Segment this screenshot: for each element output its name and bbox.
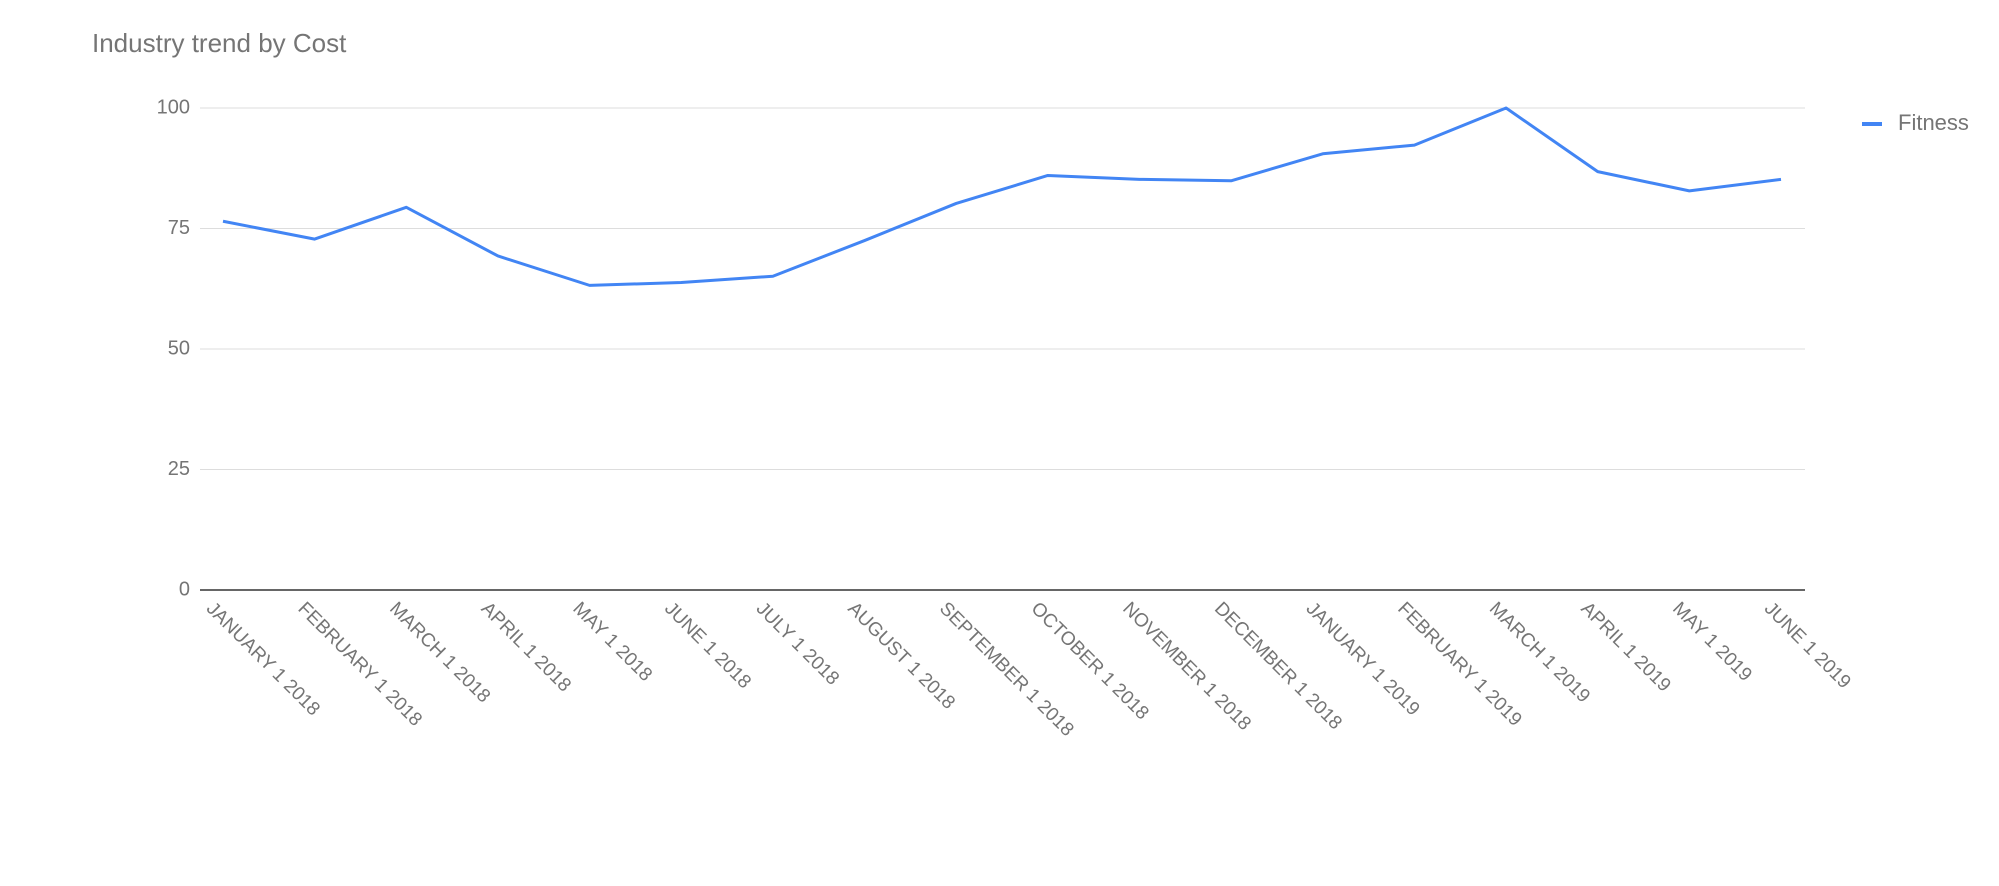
y-tick-label: 75 xyxy=(168,217,190,239)
y-tick-label: 100 xyxy=(157,96,190,118)
x-tick-label: JUNE 1 2018 xyxy=(660,598,755,693)
y-tick-label: 50 xyxy=(168,337,190,359)
x-tick-label: MAY 1 2018 xyxy=(569,598,657,686)
y-tick-label: 25 xyxy=(168,458,190,480)
x-tick-label: JULY 1 2018 xyxy=(752,598,843,689)
line xyxy=(222,106,1782,287)
x-tick-label: MAY 1 2019 xyxy=(1668,598,1756,686)
x-tick-label: JUNE 1 2019 xyxy=(1760,598,1855,693)
chart-title: Industry trend by Cost xyxy=(92,28,347,58)
x-tick-label: APRIL 1 2018 xyxy=(477,598,575,696)
x-tick-label: APRIL 1 2019 xyxy=(1577,598,1675,696)
legend-label: Fitness xyxy=(1898,110,1969,135)
y-tick-label: 0 xyxy=(179,578,190,600)
